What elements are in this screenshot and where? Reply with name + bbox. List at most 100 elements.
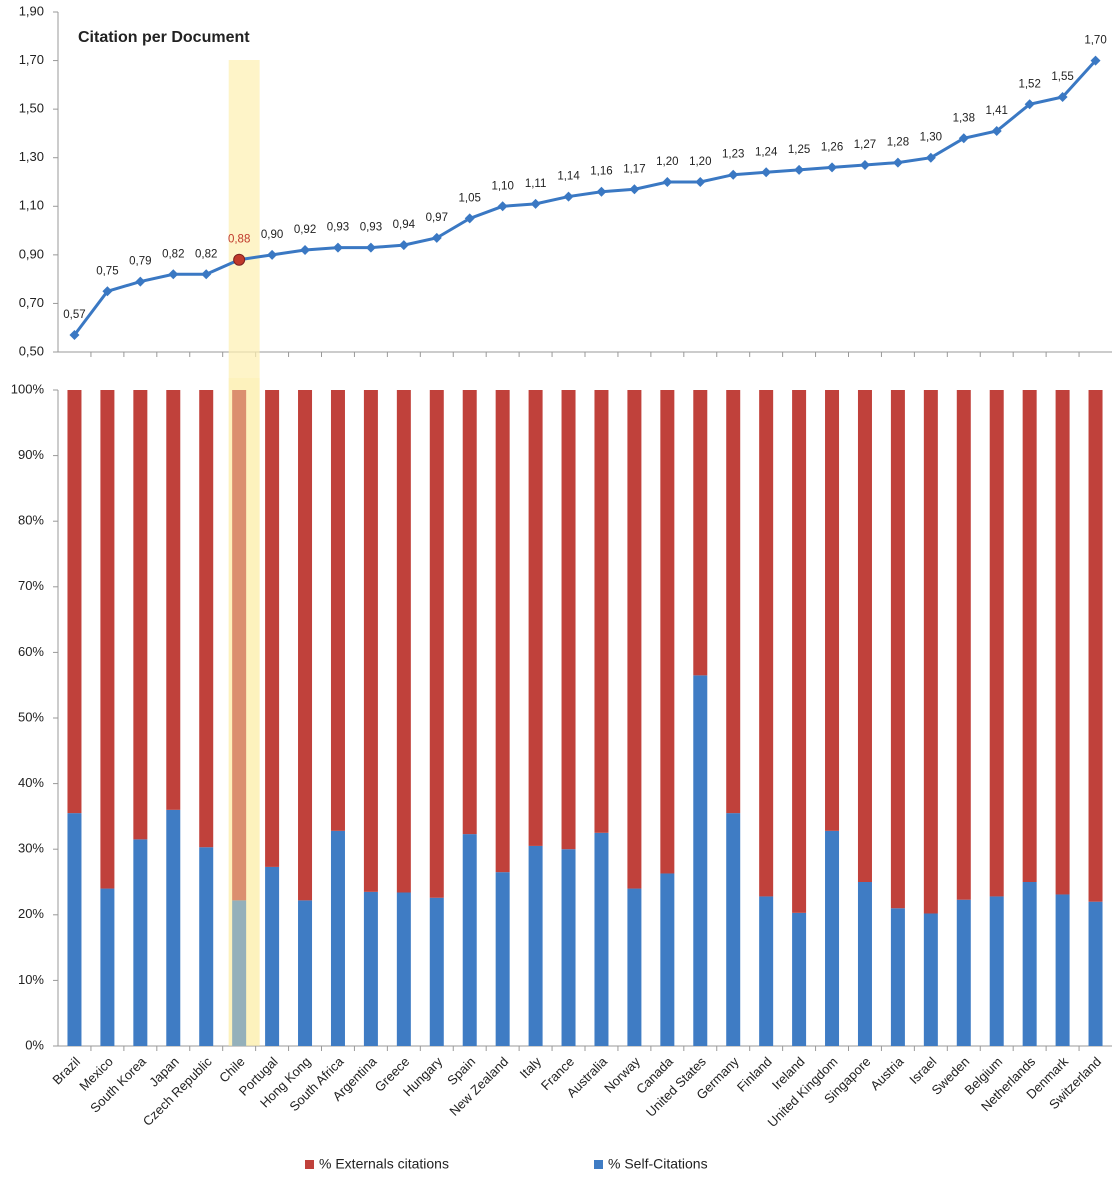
y-tick-label: 100% [11,381,45,396]
marker [925,152,936,163]
marker [168,269,179,280]
bar-segment [199,847,214,1046]
bar-segment [363,390,378,892]
bar-segment [199,390,214,848]
bar-segment [133,390,148,840]
y-tick-label: 50% [18,709,44,724]
marker [233,253,246,266]
bar-segment [594,832,609,1046]
data-label: 0,92 [294,224,316,236]
marker [135,276,146,287]
bar-segment [265,866,280,1046]
bar-segment [232,390,247,901]
bar-segment [495,872,510,1046]
bar-segment [429,390,444,898]
bar-segment [989,390,1004,897]
bar-segment [232,900,247,1046]
data-label: 1,23 [722,149,744,161]
bar-segment [561,390,576,850]
y-tick-label: 20% [18,906,44,921]
x-tick-label: Austria [867,1053,907,1093]
bar-segment [660,390,675,874]
marker [892,157,903,168]
marker [530,198,541,209]
data-label: 1,55 [1051,71,1073,83]
y-tick-label: 1,70 [19,52,44,67]
y-tick-label: 10% [18,972,44,987]
bar-segment [133,839,148,1046]
bar-segment [265,390,280,867]
y-tick-label: 0,50 [19,343,44,358]
highlight [228,378,260,1046]
bar-segment [100,390,115,889]
bar-segment [759,390,774,897]
bar-segment [989,896,1004,1046]
bar-segment [462,390,477,835]
bar-segment [1088,901,1103,1046]
marker [761,167,772,178]
data-label: 0,82 [162,248,184,260]
marker [1057,92,1068,102]
marker [859,160,870,170]
marker [827,162,838,173]
legend-label: % Self-Citations [608,1156,708,1172]
bar-segment [330,390,345,831]
marker [431,232,442,243]
data-label: 0,57 [63,309,85,321]
line [73,59,1097,336]
marker [1090,55,1101,66]
bar-segment [1055,894,1070,1046]
bar-segment [594,390,609,833]
y-tick-label: 40% [18,775,44,790]
data-label: 0,90 [261,229,283,241]
bar-segment [660,873,675,1046]
marker [1024,99,1035,110]
bar-segment [429,897,444,1046]
y-tick-label: 0% [25,1037,44,1052]
data-label: 0,93 [327,222,349,234]
bar-segment [890,390,905,909]
bar-segment [67,390,82,814]
data-label: 1,30 [920,132,942,144]
legend-swatch [305,1160,314,1169]
data-label: 1,17 [623,163,645,175]
marker [267,249,278,260]
bar-segment [166,390,181,810]
legend-label: % Externals citations [319,1156,449,1172]
bar-segment [396,390,411,893]
y-tick-label: 80% [18,513,44,528]
data-label: 1,05 [459,192,481,204]
bar-segment [528,845,543,1046]
marker [102,286,113,297]
y-tick-label: 30% [18,841,44,856]
marker [300,245,311,255]
y-tick-label: 0,70 [19,295,44,310]
marker [398,240,409,251]
x-tick-label: Finland [734,1054,775,1095]
bar-segment [495,390,510,873]
marker [201,269,212,280]
bar-segment [561,849,576,1046]
data-label: 0,75 [96,265,118,277]
bar-segment [923,913,938,1046]
bar-segment [726,390,741,814]
marker [464,213,475,224]
legend-swatch [594,1160,603,1169]
data-label: 1,70 [1084,35,1106,47]
bar-segment [1055,390,1070,895]
marker [69,330,80,340]
data-label: 0,93 [360,222,382,234]
marker [794,164,805,175]
data-label: 1,20 [689,156,711,168]
bar-segment [857,390,872,882]
marker [991,126,1002,136]
data-label: 1,16 [590,166,612,178]
chart-title: Citation per Document [78,29,250,46]
marker [497,201,508,212]
data-label: 0,79 [129,256,151,268]
bar-segment [330,830,345,1046]
bar-segment [825,390,840,831]
data-label: 0,88 [228,234,250,246]
bar-segment [627,888,642,1046]
data-label: 1,52 [1018,78,1040,90]
